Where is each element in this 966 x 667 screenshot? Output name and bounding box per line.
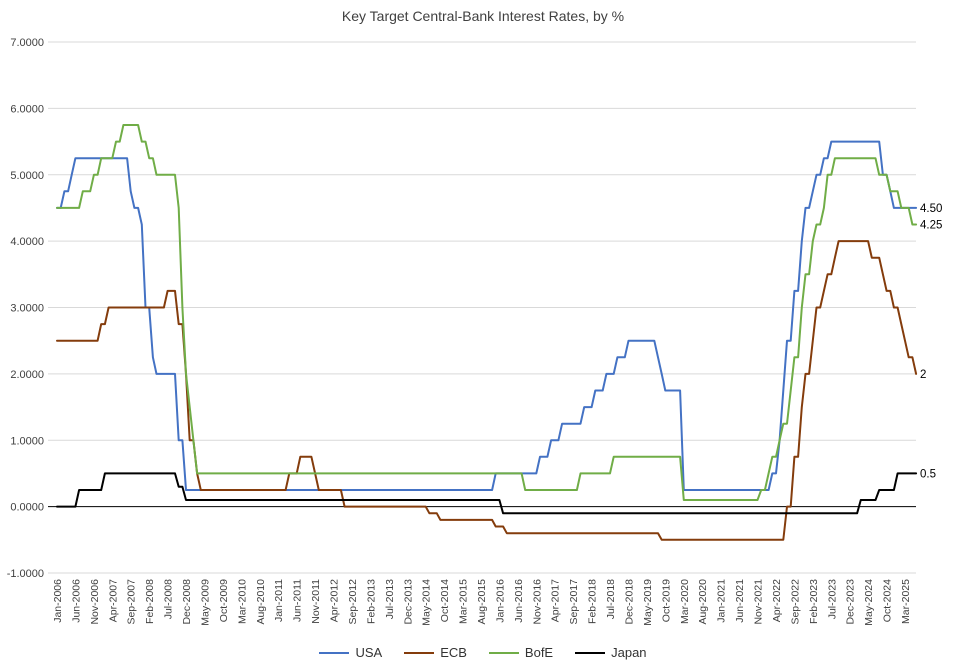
legend-item-ecb: ECB [404, 645, 467, 660]
x-axis-label: Jan-2016 [494, 579, 506, 623]
x-axis-label: Nov-2021 [753, 579, 765, 625]
series-line-bofe [56, 124, 918, 501]
legend-swatch-ecb [404, 651, 435, 654]
x-axis-label: Sep-2007 [126, 579, 138, 625]
end-label-ecb: 2 [920, 369, 926, 381]
x-axis-label: Jul-2018 [605, 579, 617, 619]
x-axis-label: Jul-2013 [384, 579, 396, 619]
x-axis-label: Feb-2023 [808, 579, 820, 624]
x-axis-label: Jul-2008 [163, 579, 175, 619]
x-axis-label: Jun-2006 [70, 579, 82, 623]
x-axis-label: Jan-2021 [716, 579, 728, 623]
y-axis-label: -1.0000 [7, 568, 44, 580]
chart-legend: USA ECB BofE Japan [0, 645, 966, 660]
x-axis-label: May-2009 [200, 579, 212, 626]
x-axis-label: Oct-2014 [439, 579, 451, 622]
legend-label-ecb: ECB [440, 645, 467, 660]
series-line-japan [56, 472, 918, 515]
x-axis-label: Sep-2022 [789, 579, 801, 625]
x-axis-label: May-2014 [421, 579, 433, 626]
x-axis-label: Nov-2006 [89, 579, 101, 625]
x-axis-label: Jun-2011 [292, 579, 304, 622]
x-axis-label: Jun-2016 [513, 579, 525, 623]
y-axis-label: 3.0000 [10, 303, 44, 315]
x-axis-label: Jun-2021 [734, 579, 746, 623]
x-axis-label: Mar-2025 [900, 579, 912, 624]
x-axis-label: Dec-2018 [624, 579, 636, 625]
x-axis-label: Mar-2010 [236, 579, 248, 624]
legend-item-japan: Japan [575, 645, 647, 660]
end-label-usa: 4.50 [920, 203, 942, 215]
x-axis-label: Mar-2020 [679, 579, 691, 624]
x-axis-label: Nov-2011 [310, 579, 322, 624]
y-axis-label: 1.0000 [10, 435, 44, 447]
y-axis-label: 0.0000 [10, 502, 44, 514]
x-axis-label: Jan-2006 [52, 579, 64, 623]
x-axis-label: Jul-2023 [826, 579, 838, 619]
x-axis-label: Feb-2018 [587, 579, 599, 624]
legend-label-japan: Japan [611, 645, 647, 660]
y-axis-label: 2.0000 [10, 369, 44, 381]
x-axis-label: Apr-2012 [329, 579, 341, 622]
x-axis-label: Nov-2016 [531, 579, 543, 625]
x-axis-label: Apr-2017 [550, 579, 562, 622]
end-label-japan: 0.5 [920, 468, 936, 480]
x-axis-label: Jan-2011 [273, 579, 285, 622]
x-axis-label: Dec-2013 [402, 579, 414, 625]
x-axis-label: Aug-2020 [697, 579, 709, 625]
x-axis-label: Feb-2008 [144, 579, 156, 624]
x-axis-label: Mar-2015 [458, 579, 470, 624]
x-axis-label: Aug-2015 [476, 579, 488, 625]
x-axis-label: Dec-2008 [181, 579, 193, 625]
legend-swatch-japan [575, 651, 606, 654]
x-axis-label: Oct-2019 [660, 579, 672, 622]
x-axis-label: Apr-2022 [771, 579, 783, 622]
legend-item-bofe: BofE [488, 645, 554, 660]
x-axis-label: Feb-2013 [365, 579, 377, 624]
chart-title: Key Target Central-Bank Interest Rates, … [341, 8, 625, 24]
x-axis-label: Oct-2009 [218, 579, 230, 622]
x-axis-label: May-2024 [863, 579, 875, 626]
y-axis-label: 6.0000 [10, 103, 44, 115]
x-axis-label: Sep-2017 [568, 579, 580, 625]
x-axis-label: Aug-2010 [255, 579, 267, 625]
y-axis-label: 4.0000 [10, 236, 44, 248]
x-axis-label: May-2019 [642, 579, 654, 626]
x-axis-label: Apr-2007 [107, 579, 119, 622]
end-label-bofe: 4.25 [920, 220, 942, 232]
y-axis-label: 7.0000 [10, 37, 44, 49]
x-axis-label: Sep-2012 [347, 579, 359, 625]
legend-swatch-usa [319, 651, 350, 654]
legend-item-usa: USA [319, 645, 382, 660]
y-axis-label: 5.0000 [10, 170, 44, 182]
legend-label-usa: USA [355, 645, 383, 660]
legend-swatch-bofe [488, 651, 519, 654]
x-axis-label: Dec-2023 [845, 579, 857, 625]
series-line-usa [56, 140, 918, 491]
x-axis-label: Oct-2024 [882, 579, 894, 622]
legend-label-bofe: BofE [524, 645, 554, 660]
series-line-ecb [56, 240, 918, 541]
